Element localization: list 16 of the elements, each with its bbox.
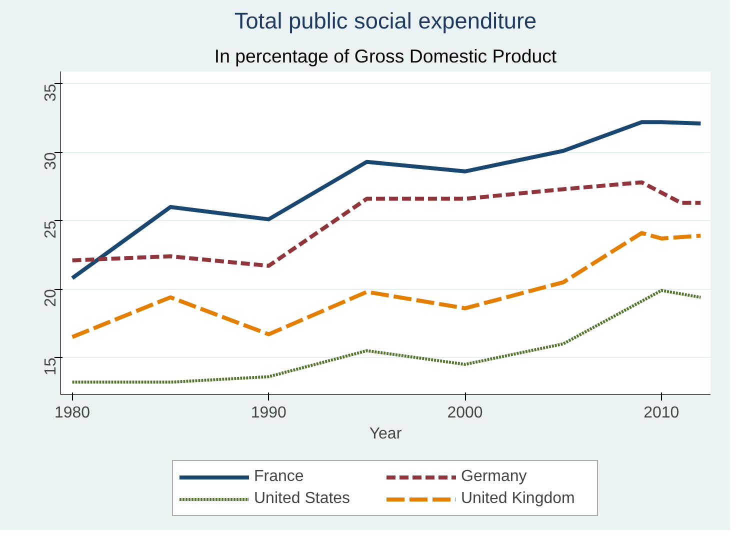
legend-label: France xyxy=(254,468,305,486)
x-tick-label: 2000 xyxy=(447,404,483,422)
y-tick-label: 30 xyxy=(42,152,60,170)
x-axis-title: Year xyxy=(369,426,402,442)
chart-subtitle: In percentage of Gross Domestic Product xyxy=(214,46,558,66)
y-tick-label: 20 xyxy=(42,289,60,307)
x-tick-label: 1990 xyxy=(250,404,287,422)
y-tick-label: 35 xyxy=(42,84,60,102)
chart-title: Total public social expenditure xyxy=(234,8,537,34)
y-tick-label: 15 xyxy=(42,357,60,376)
x-tick-label: 1980 xyxy=(54,404,90,422)
legend-label: United Kingdom xyxy=(461,490,576,508)
legend-label: Germany xyxy=(461,468,528,486)
x-tick-label: 2010 xyxy=(644,404,680,422)
y-tick-label: 25 xyxy=(42,220,60,238)
legend-label: United States xyxy=(254,490,352,508)
